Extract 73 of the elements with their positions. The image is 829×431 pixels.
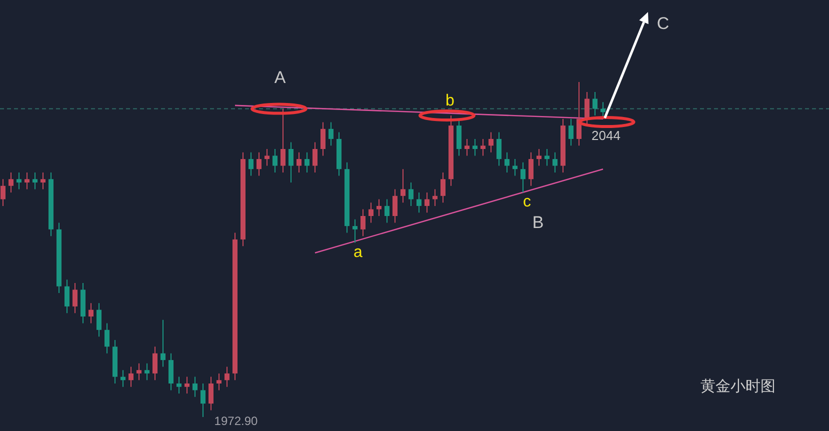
text: 黄金小时图 — [700, 377, 776, 395]
candlestick — [128, 366, 134, 388]
candlestick — [504, 152, 510, 173]
candlestick — [440, 172, 446, 204]
candlestick — [280, 108, 286, 173]
annotation: B — [532, 213, 544, 232]
candlestick — [328, 122, 334, 146]
candlestick — [288, 142, 294, 183]
candlestick — [152, 346, 158, 381]
candlestick — [120, 370, 126, 388]
candlestick — [592, 92, 598, 116]
annotation: c — [523, 194, 531, 211]
candlestick — [520, 162, 526, 194]
candlestick — [360, 208, 366, 237]
candlestick — [584, 92, 590, 126]
candlestick — [512, 158, 518, 176]
candlestick — [72, 282, 78, 314]
candlestick — [184, 376, 190, 394]
candlestick — [568, 118, 574, 146]
candlestick — [544, 148, 550, 166]
candlestick — [264, 148, 270, 166]
candlestick — [552, 152, 558, 173]
candlestick — [248, 152, 254, 176]
candlestick — [496, 132, 502, 166]
candlestick — [0, 178, 6, 206]
candlestick — [480, 138, 486, 156]
candlestick — [424, 192, 430, 214]
candlestick — [176, 376, 182, 394]
candlestick — [488, 132, 494, 153]
candlestick — [192, 376, 198, 398]
candlestick — [16, 172, 22, 190]
candlestick — [64, 279, 70, 314]
candlestick — [312, 142, 318, 173]
candlestick — [160, 319, 166, 368]
candlestick — [168, 352, 174, 391]
candlestick — [136, 362, 142, 381]
candlestick — [272, 148, 278, 173]
candlestick — [400, 168, 406, 204]
annotation: 1972.90 — [214, 414, 258, 428]
candlestick — [104, 322, 110, 354]
candlestick — [208, 376, 214, 411]
annotation: b — [446, 92, 455, 110]
annotation: A — [274, 68, 286, 87]
candlestick — [88, 302, 94, 324]
candlestick — [456, 118, 462, 156]
candlestick — [24, 172, 30, 190]
candlestick — [528, 152, 534, 186]
candlestick — [384, 198, 390, 224]
candlestick — [408, 182, 414, 206]
candlestick — [200, 383, 206, 418]
candlestick — [416, 192, 422, 214]
candlestick — [464, 138, 470, 156]
candlestick — [296, 152, 302, 173]
candlestick — [256, 152, 262, 176]
candlestick — [304, 152, 310, 173]
candlestick — [216, 372, 222, 391]
candlestick — [144, 362, 150, 381]
candlestick — [432, 188, 438, 206]
candlestick — [472, 138, 478, 156]
candlestick — [8, 172, 14, 194]
annotation: 2044 — [592, 128, 620, 143]
text: C — [656, 14, 670, 33]
candlestick — [536, 148, 542, 166]
candlestick — [224, 366, 230, 388]
candlestick — [368, 202, 374, 224]
candlestick — [392, 188, 398, 224]
candlestick — [40, 172, 46, 190]
candlestick — [352, 218, 358, 244]
annotation: a — [354, 244, 363, 261]
candlestick — [32, 172, 38, 190]
candlestick — [376, 198, 382, 216]
candlestick — [96, 302, 102, 338]
candlestick — [320, 122, 326, 156]
